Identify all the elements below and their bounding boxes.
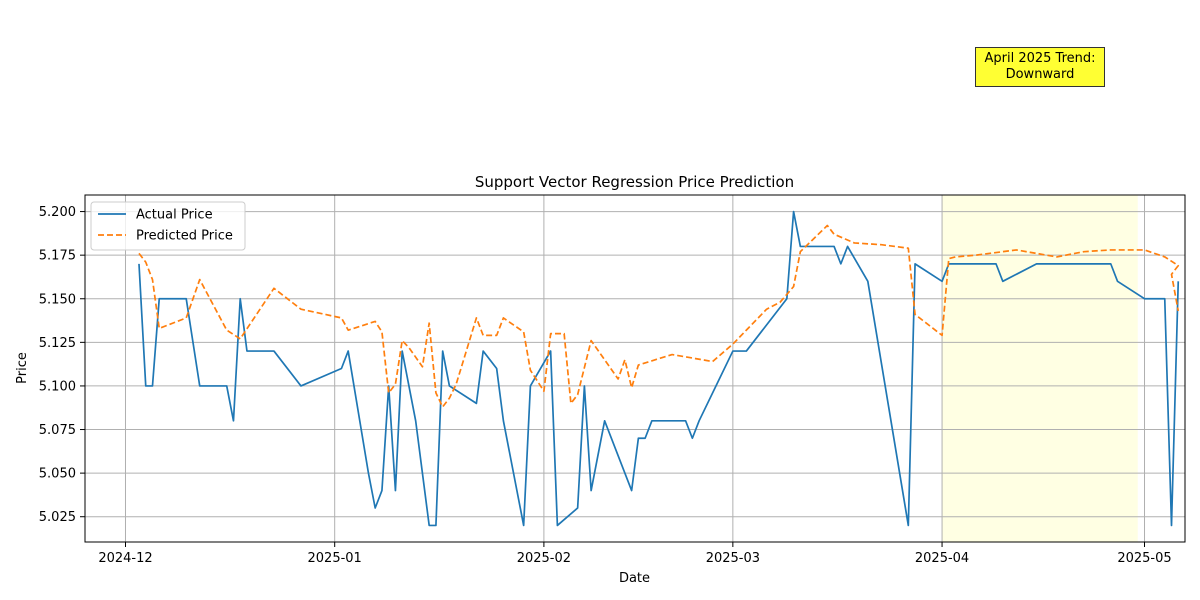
y-tick-label: 5.175 xyxy=(39,249,76,264)
y-tick-label: 5.200 xyxy=(39,205,76,220)
chart-title: Support Vector Regression Price Predicti… xyxy=(475,173,794,191)
x-tick-label: 2025-05 xyxy=(1117,551,1171,566)
trend-annotation-line-1: April 2025 Trend: xyxy=(984,51,1096,66)
legend-label: Predicted Price xyxy=(136,229,233,244)
x-tick-label: 2025-02 xyxy=(517,551,571,566)
y-tick-label: 5.150 xyxy=(39,292,76,307)
x-tick-label: 2025-03 xyxy=(706,551,760,566)
trend-annotation-line-2: Downward xyxy=(1005,67,1075,82)
plot-area: 2024-12 2025-01 2025-02 2025-03 2025-04 2025-… xyxy=(39,194,1186,566)
y-axis-label: Price xyxy=(15,352,30,384)
x-tick-label: 2024-12 xyxy=(98,551,152,566)
y-tick-label: 5.050 xyxy=(39,467,76,482)
y-tick-label: 5.025 xyxy=(39,510,76,525)
y-tick-label: 5.075 xyxy=(39,423,76,438)
trend-annotation-box: April 2025 Trend: Downward xyxy=(975,47,1105,87)
x-tick-label: 2025-04 xyxy=(915,551,969,566)
axes-frame xyxy=(84,194,1186,543)
y-tick-label: 5.125 xyxy=(39,336,76,351)
y-tick-label: 5.100 xyxy=(39,379,76,394)
series-line-predicted-price xyxy=(138,224,1180,408)
legend-box xyxy=(90,201,246,251)
x-tick-label: 2025-01 xyxy=(308,551,362,566)
x-axis-label: Date xyxy=(619,571,650,586)
highlight-region xyxy=(942,195,1138,542)
legend-label: Actual Price xyxy=(136,208,213,223)
series-line-actual-price xyxy=(138,210,1180,527)
legend: Actual Price Predicted Price xyxy=(90,201,246,251)
